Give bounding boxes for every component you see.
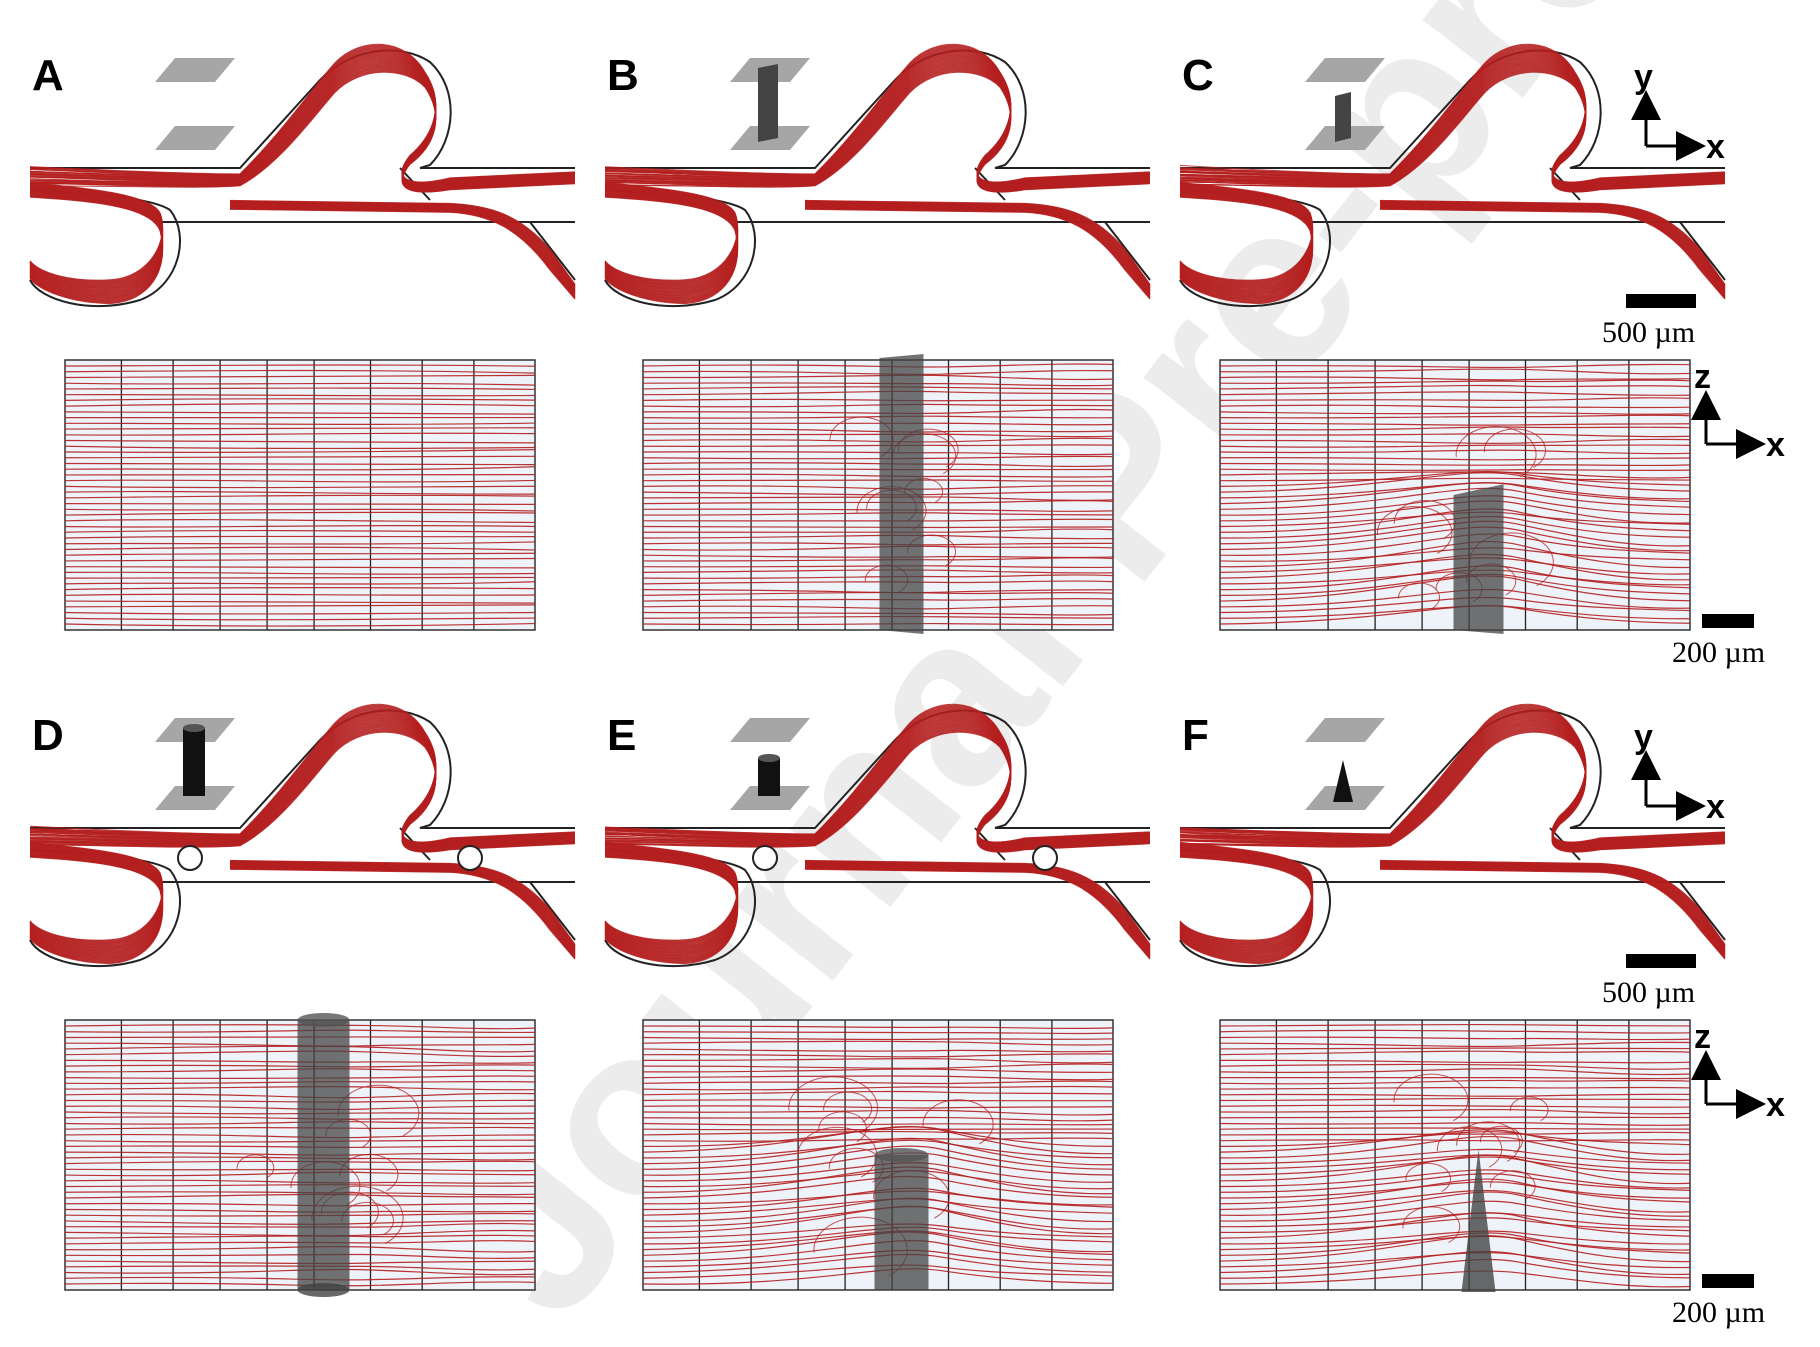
panel-d: D	[29, 703, 576, 1297]
streamlines-side	[64, 364, 536, 627]
streamlines-top	[1179, 703, 1726, 965]
axis-label-x: x	[1706, 788, 1725, 826]
streamlines-side	[642, 1025, 1114, 1285]
obstacle-side	[1453, 484, 1504, 634]
scale-bar-label: 200 µm	[1672, 636, 1765, 669]
axis-indicator-zx-side: z x	[1691, 358, 1785, 464]
obstacle-side	[1461, 1149, 1496, 1292]
obstacle-cone-icon	[1333, 760, 1353, 802]
scale-bar-label: 500 µm	[1602, 976, 1695, 1009]
obstacle-cylinder-icon	[758, 758, 780, 796]
obstacle-prism-icon	[1335, 92, 1351, 142]
streamlines-side	[64, 1024, 536, 1287]
axis-label-x: x	[1766, 426, 1785, 464]
side-view-frame	[64, 359, 536, 631]
panel-label: F	[1182, 711, 1209, 760]
axis-label-y: y	[1634, 58, 1653, 96]
electrode-pair-icon	[730, 58, 810, 150]
streamlines-side	[1219, 1023, 1691, 1288]
axis-indicator-xy-top: y x	[1631, 58, 1725, 166]
electrode-pair-icon	[1305, 58, 1385, 150]
streamlines-side	[642, 363, 1114, 626]
electrode-pair-icon	[155, 58, 235, 150]
streamlines-top	[29, 43, 576, 305]
obstacle-cross-section	[177, 845, 203, 871]
panel-b: B	[604, 43, 1151, 634]
axis-label-y: y	[1634, 718, 1653, 756]
scale-bar-200um-row1: 200 µm	[1672, 614, 1765, 669]
axis-label-x: x	[1766, 1086, 1785, 1124]
obstacle-side	[874, 1155, 929, 1290]
scale-bar-500um-row2: 500 µm	[1602, 954, 1696, 1009]
streamlines-side	[1219, 363, 1691, 625]
scale-bar-500um-row1: 500 µm	[1602, 294, 1696, 349]
obstacle-cylinder-icon	[183, 728, 205, 796]
obstacle-cross-section	[752, 845, 778, 871]
axis-indicator-xy-top-2: y x	[1631, 718, 1725, 826]
streamlines-top	[604, 703, 1151, 965]
panel-c: C	[1179, 43, 1726, 634]
panel-label: B	[607, 51, 639, 100]
scale-bar-label: 500 µm	[1602, 316, 1695, 349]
electrode-pair-icon	[155, 718, 235, 810]
obstacle-side	[879, 354, 924, 634]
streamlines-top	[604, 43, 1151, 305]
panel-e: E	[604, 703, 1151, 1291]
panel-a: A	[29, 43, 576, 631]
axis-label-z: z	[1694, 1018, 1711, 1056]
obstacle-cross-section	[457, 845, 483, 871]
streamlines-top	[1179, 43, 1726, 305]
electrode-pair-icon	[730, 718, 810, 810]
axis-label-x: x	[1706, 128, 1725, 166]
axis-label-z: z	[1694, 358, 1711, 396]
scale-bar-label: 200 µm	[1672, 1296, 1765, 1329]
panel-label: D	[32, 711, 64, 760]
scale-bar-200um-row2: 200 µm	[1672, 1274, 1765, 1329]
streamlines-top	[29, 703, 576, 965]
obstacle-side	[297, 1020, 350, 1290]
obstacle-cross-section	[1032, 845, 1058, 871]
obstacle-prism-icon	[758, 64, 778, 142]
electrode-pair-icon	[1305, 718, 1385, 810]
panel-label: E	[607, 711, 636, 760]
axis-indicator-zx-side-2: z x	[1691, 1018, 1785, 1124]
panel-f: F	[1179, 703, 1726, 1292]
panel-label: A	[32, 51, 64, 100]
panel-label: C	[1182, 51, 1214, 100]
